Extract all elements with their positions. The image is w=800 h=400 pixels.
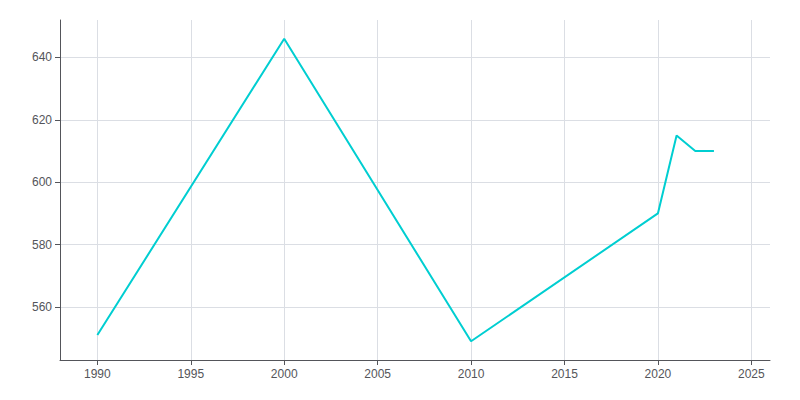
svg-text:580: 580	[32, 238, 52, 252]
svg-text:640: 640	[32, 50, 52, 64]
svg-text:2025: 2025	[738, 367, 765, 381]
svg-text:1990: 1990	[84, 367, 111, 381]
svg-text:2005: 2005	[364, 367, 391, 381]
svg-text:1995: 1995	[177, 367, 204, 381]
svg-text:2020: 2020	[645, 367, 672, 381]
svg-text:560: 560	[32, 300, 52, 314]
svg-text:620: 620	[32, 113, 52, 127]
svg-text:2015: 2015	[551, 367, 578, 381]
svg-text:2000: 2000	[271, 367, 298, 381]
svg-text:600: 600	[32, 175, 52, 189]
svg-text:2010: 2010	[458, 367, 485, 381]
